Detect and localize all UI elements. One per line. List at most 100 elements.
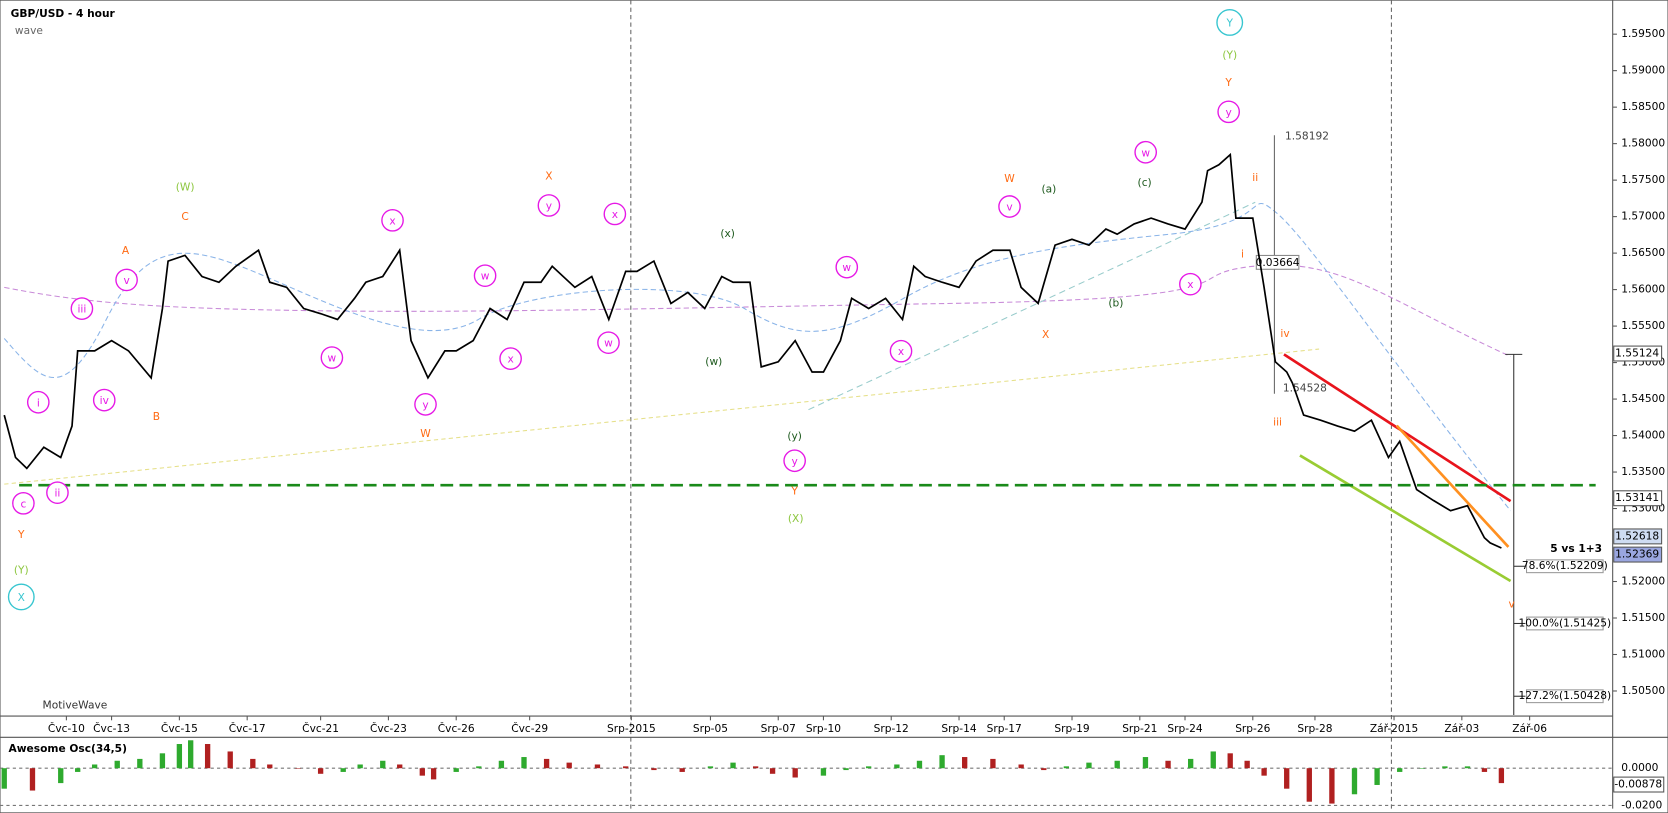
wave-circle xyxy=(381,209,404,232)
fib-box xyxy=(1525,689,1604,704)
osc-bar xyxy=(498,760,505,769)
osc-bar xyxy=(1114,760,1120,769)
y-tick-label: 1.54500 xyxy=(1621,392,1665,405)
wave-label: y xyxy=(546,200,552,213)
x-tick-label: Srp-26 xyxy=(1235,722,1270,735)
y-tick-label: 1.59500 xyxy=(1621,27,1665,40)
osc-bar xyxy=(75,768,81,772)
osc-bar xyxy=(820,768,827,776)
trend-line xyxy=(808,201,1256,411)
osc-bar xyxy=(752,766,759,769)
wave-label: ii xyxy=(1252,171,1258,184)
wave-label: (Y) xyxy=(1222,48,1237,61)
y-tick-label: 1.56000 xyxy=(1621,283,1665,296)
x-tick-label: Čvc-21 xyxy=(302,722,339,735)
wave-circle xyxy=(414,393,437,416)
y-tick-label: 1.56500 xyxy=(1621,246,1665,259)
osc-bar xyxy=(1165,760,1171,769)
osc-bar xyxy=(1498,768,1505,784)
wave-label: i xyxy=(37,396,40,409)
fib-box xyxy=(1525,559,1604,574)
x-tick-label: Zář-06 xyxy=(1512,722,1547,735)
wave-circle xyxy=(597,331,620,355)
osc-bar xyxy=(453,768,459,772)
osc-bar xyxy=(1284,768,1290,789)
x-tick-label: Čvc-13 xyxy=(93,722,130,735)
osc-bar xyxy=(843,768,849,771)
wave-label: w xyxy=(1141,146,1150,159)
x-tick-label: Srp-07 xyxy=(761,722,796,735)
osc-bar xyxy=(1227,753,1233,769)
osc-bar xyxy=(1041,768,1047,771)
moving-average xyxy=(3,202,1511,512)
wave-circle xyxy=(1216,9,1244,36)
wave-circle xyxy=(889,339,913,363)
osc-bar xyxy=(188,740,194,769)
osc-bar xyxy=(1086,762,1092,769)
wave-label: X xyxy=(545,170,552,183)
wave-label: W xyxy=(420,427,431,440)
osc-bar xyxy=(1306,768,1312,802)
fib-box xyxy=(1525,616,1604,631)
wave-label: B xyxy=(153,410,160,423)
measure-label: 1.54528 xyxy=(1283,381,1327,394)
osc-bar xyxy=(204,744,211,769)
wave-label: iv xyxy=(1280,327,1289,340)
channel-line xyxy=(1299,454,1512,583)
x-tick-label: Srp-28 xyxy=(1297,722,1332,735)
wave-label: iii xyxy=(1273,415,1282,428)
x-tick-label: Čvc-10 xyxy=(48,722,85,735)
osc-bar xyxy=(91,764,98,769)
wave-label: y xyxy=(422,398,428,411)
x-tick-label: Čvc-23 xyxy=(370,722,407,735)
wave-label: X xyxy=(18,591,25,604)
x-tick-label: Srp-14 xyxy=(941,722,976,735)
wave-circle xyxy=(783,449,806,473)
x-tick-label: Srp-19 xyxy=(1054,722,1089,735)
wave-label: (a) xyxy=(1041,182,1056,195)
wave-label: i xyxy=(1241,247,1244,260)
y-tick-label: 1.53500 xyxy=(1621,465,1665,478)
x-tick-label: Srp-21 xyxy=(1122,722,1157,735)
chart-title: GBP/USD - 4 hour xyxy=(11,7,116,20)
osc-bar xyxy=(916,760,923,769)
wave-label: x xyxy=(389,214,395,227)
wave-label: (X) xyxy=(788,512,804,525)
osc-bar xyxy=(476,766,482,769)
wave-label: X xyxy=(1042,328,1049,341)
osc-bar xyxy=(865,766,872,769)
osc-bar xyxy=(939,755,945,769)
x-tick-label: Srp-24 xyxy=(1167,722,1202,735)
wave-circle xyxy=(499,347,522,370)
y-tick-label: 1.54000 xyxy=(1621,429,1665,442)
wave-circle xyxy=(603,202,627,226)
wave-circle xyxy=(70,297,94,320)
price-tag xyxy=(1613,546,1663,563)
chart-subtitle: wave xyxy=(15,24,43,37)
osc-bar xyxy=(397,764,403,769)
wave-label: (y) xyxy=(787,429,802,442)
osc-bar xyxy=(679,768,685,772)
wave-label: Y xyxy=(790,485,798,498)
wave-label: w xyxy=(328,352,337,365)
osc-bar xyxy=(1142,757,1149,769)
osc-bar xyxy=(340,768,346,772)
osc-bar xyxy=(430,768,437,780)
y-tick-label: 1.58000 xyxy=(1621,137,1665,150)
price-tag-label: 1.52618 xyxy=(1615,529,1659,542)
y-tick-label: 1.59000 xyxy=(1621,64,1665,77)
osc-bar xyxy=(1018,764,1024,769)
wave-label: Y xyxy=(1225,17,1233,30)
wave-label: W xyxy=(1004,172,1015,185)
price-tag xyxy=(1613,345,1663,362)
osc-bar xyxy=(651,768,657,771)
osc-bar xyxy=(29,768,36,791)
osc-bar xyxy=(295,768,301,769)
x-tick-label: Srp-17 xyxy=(987,722,1022,735)
osc-bar xyxy=(1419,768,1425,769)
osc-bar xyxy=(1187,758,1194,769)
price-tag xyxy=(1613,528,1663,545)
osc-title: Awesome Osc(34,5) xyxy=(9,742,127,755)
osc-bar xyxy=(1063,766,1070,769)
osc-bar xyxy=(419,768,425,776)
